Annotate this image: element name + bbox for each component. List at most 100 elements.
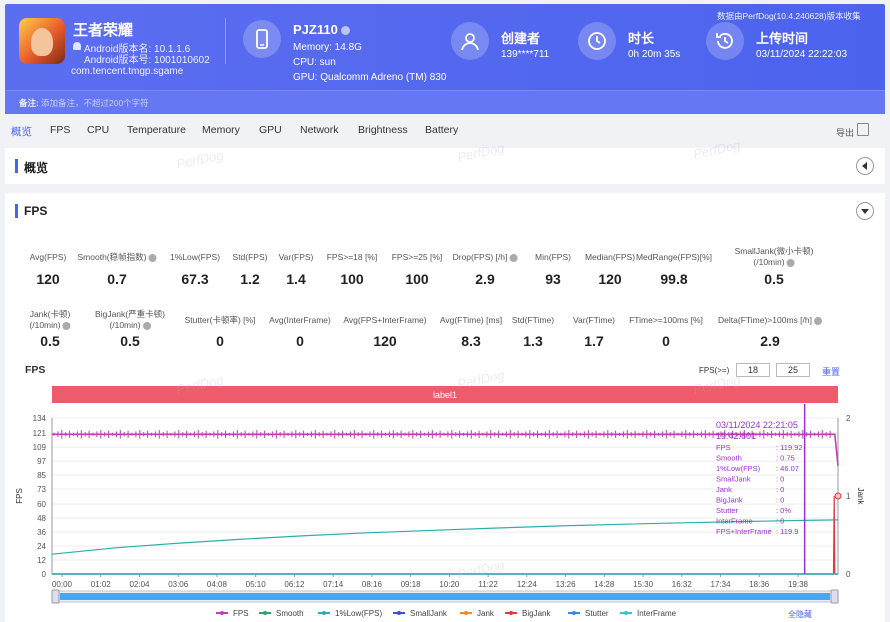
metric-label-text: Median(FPS) (584, 252, 636, 262)
metric-label-text: FPS>=25 [%] (391, 252, 443, 262)
metric-label: Avg(FPS) (30, 252, 67, 263)
app-name: 王者荣耀 (73, 22, 134, 39)
export-button[interactable]: 导出 (836, 128, 855, 138)
fps-panel-title: FPS (24, 204, 48, 218)
phone-icon (243, 20, 281, 58)
metric-label-text: Jank(卡顿) (29, 309, 71, 319)
help-icon[interactable] (813, 316, 822, 325)
metric-label: SmallJank(微小卡顿) (/10min) (735, 246, 814, 268)
duration-value: 0h 20m 35s (628, 49, 681, 60)
upload-title: 上传时间 (756, 31, 809, 46)
collapse-left-icon[interactable] (856, 157, 874, 175)
tab-temperature[interactable]: Temperature (127, 124, 186, 136)
help-icon[interactable] (148, 253, 157, 262)
metric-value: 1.7 (584, 333, 604, 349)
tab-memory[interactable]: Memory (202, 124, 240, 136)
metric-label: Stutter(卡顿率) [%] (185, 315, 256, 326)
remark-bar: 备注: 添加备注，不超过200个字符 (5, 90, 885, 114)
metric-label: Median(FPS) (585, 252, 635, 263)
metric-value: 67.3 (181, 271, 209, 287)
metric-label-text: Var(FTime) (572, 315, 616, 325)
help-icon[interactable] (62, 321, 71, 330)
help-icon[interactable] (142, 321, 151, 330)
metric-value: 120 (598, 271, 622, 287)
device-gpu: GPU: Qualcomm Adreno (TM) 830 (293, 72, 447, 83)
export-icon[interactable] (857, 123, 869, 136)
metric-value: 1.3 (523, 333, 543, 349)
overview-bar (15, 159, 18, 173)
collapse-down-icon[interactable] (856, 202, 874, 220)
metric-label-unit: (/10min) (29, 320, 61, 330)
metric-label-text: MedRange(FPS)[%] (635, 252, 713, 262)
source-note: 数据由PerfDog(10.4.240628)版本收集 (717, 11, 861, 21)
overview-title: 概览 (24, 161, 49, 175)
metric-label: Var(FPS) (279, 252, 314, 263)
metric-label-text: Avg(FPS) (29, 252, 67, 262)
metric-label-text: Min(FPS) (535, 252, 571, 262)
metric-label-text: Drop(FPS) [/h] (452, 252, 508, 262)
metric-value: 8.3 (461, 333, 481, 349)
help-icon[interactable] (509, 253, 518, 262)
metric-label: Avg(FTime) [ms] (440, 315, 502, 326)
metric-label-text: FTime>=100ms [%] (629, 315, 703, 325)
tab-battery[interactable]: Battery (425, 124, 459, 136)
remark-input[interactable]: 添加备注，不超过200个字符 (41, 98, 149, 108)
metric-label: Std(FPS) (233, 252, 268, 263)
metric-label-text: SmallJank(微小卡顿) (734, 246, 814, 256)
remark-label: 备注: (19, 98, 39, 108)
metric-label-unit: (/10min) (109, 320, 141, 330)
user-icon (451, 22, 489, 60)
metric-label: BigJank(严重卡顿) (/10min) (95, 309, 165, 331)
metric-label-text: Avg(InterFrame) (269, 315, 331, 325)
metric-value: 2.9 (760, 333, 780, 349)
android-icon (73, 42, 81, 50)
metric-value: 93 (545, 271, 561, 287)
metric-value: 120 (373, 333, 397, 349)
overview-panel: 概览 (5, 148, 885, 184)
metric-value: 0.7 (107, 271, 127, 287)
tab-network[interactable]: Network (300, 124, 339, 136)
report-header: 王者荣耀 Android版本名: 10.1.1.6 Android版本号: 10… (5, 4, 885, 114)
fps-bar (15, 204, 18, 218)
tab-brightness[interactable]: Brightness (358, 124, 408, 136)
info-icon[interactable] (340, 26, 350, 36)
device-memory: Memory: 14.8G (293, 42, 362, 53)
metric-label-text: Var(FPS) (278, 252, 314, 262)
metric-label: MedRange(FPS)[%] (636, 252, 712, 263)
metric-label: FPS>=25 [%] (392, 252, 443, 263)
metric-label-text: Delta(FTime)>100ms [/h] (718, 315, 812, 325)
tab-bar: 概览 FPS CPU Temperature Memory GPU Networ… (0, 118, 890, 142)
metric-label-text: Std(FPS) (232, 252, 268, 262)
metric-label: Avg(InterFrame) (269, 315, 331, 326)
creator-title: 创建者 (501, 31, 541, 46)
metric-value: 0.5 (764, 271, 784, 287)
metric-label-text: FPS>=18 [%] (326, 252, 378, 262)
metric-value: 99.8 (660, 271, 688, 287)
tab-cpu[interactable]: CPU (87, 124, 110, 136)
metric-label: FTime>=100ms [%] (629, 315, 703, 326)
metric-label-text: Avg(FTime) [ms] (439, 315, 503, 325)
creator-value: 139****711 (501, 49, 550, 60)
help-icon[interactable] (786, 258, 795, 267)
tab-gpu[interactable]: GPU (259, 124, 282, 136)
metric-label: Var(FTime) (573, 315, 615, 326)
metric-value: 120 (36, 271, 60, 287)
metric-value: 0.5 (120, 333, 140, 349)
tab-fps[interactable]: FPS (50, 124, 71, 136)
metric-value: 0.5 (40, 333, 60, 349)
fps-panel: FPS Avg(FPS) 120 Smooth(稳帧指数) 0.7 1%Low(FPS)… (5, 193, 885, 622)
metric-label-text: Avg(FPS+InterFrame) (343, 315, 427, 325)
tab-overview[interactable]: 概览 (11, 126, 32, 138)
metric-label: Drop(FPS) [/h] (453, 252, 518, 263)
metric-value: 1.4 (286, 271, 306, 287)
metric-value: 100 (405, 271, 429, 287)
metric-label: 1%Low(FPS) (170, 252, 220, 263)
metric-value: 2.9 (475, 271, 495, 287)
metric-value: 0 (662, 333, 670, 349)
android-version: Android版本名: 10.1.1.6 (84, 44, 191, 55)
metric-label: FPS>=18 [%] (327, 252, 378, 263)
metric-label-unit: (/10min) (753, 257, 785, 267)
android-code: Android版本号: 1001010602 (84, 55, 210, 66)
metric-label: Min(FPS) (535, 252, 571, 263)
metric-label-text: 1%Low(FPS) (169, 252, 221, 262)
